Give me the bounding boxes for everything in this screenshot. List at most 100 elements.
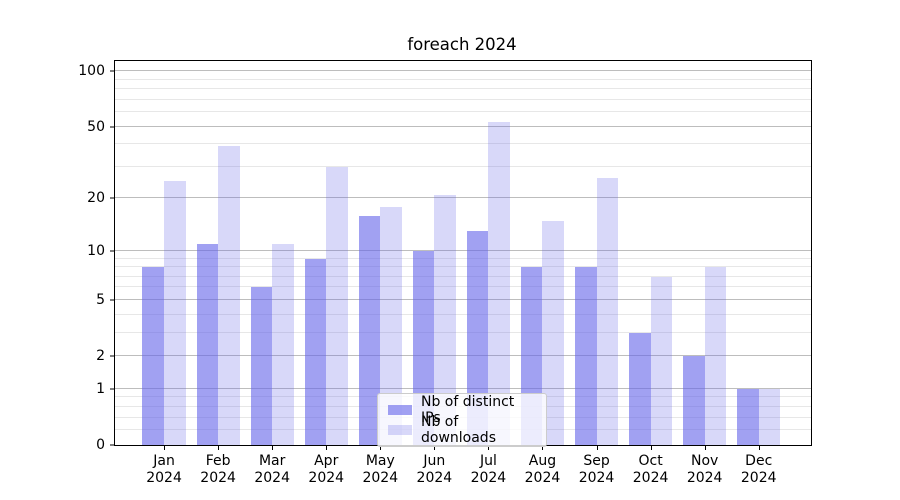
gridline-minor-9 [115, 257, 811, 259]
legend-swatch-downloads [388, 425, 412, 435]
xtick-label-month: Sep [583, 453, 610, 469]
legend-label-downloads: Nb of downloads [421, 414, 496, 446]
gridline-major-50 [115, 125, 811, 127]
xtick-label-jun: Jun 2024 [402, 453, 466, 487]
ytick-label-2: 2 [96, 348, 105, 365]
ytick-mark-0 [110, 444, 115, 446]
ytick-label-10: 10 [87, 242, 105, 259]
gridline-major-20 [115, 197, 811, 199]
ytick-label-1: 1 [96, 380, 105, 397]
bar-apr-downloads [326, 166, 348, 445]
gridline-minor-40 [115, 143, 811, 145]
xtick-label-jul: Jul 2024 [456, 453, 520, 487]
bar-mar-distinct-ips [250, 287, 273, 445]
xtick-mark-feb [218, 445, 220, 450]
xtick-label-month: Aug [528, 453, 557, 469]
gridline-minor-6 [115, 286, 811, 288]
xtick-label-sep: Sep 2024 [565, 453, 629, 487]
bar-apr-distinct-ips [304, 258, 327, 445]
ytick-label-100: 100 [78, 63, 105, 80]
ytick-mark-2 [110, 355, 115, 357]
xtick-label-month: Apr [314, 453, 339, 469]
xtick-label-feb: Feb 2024 [186, 453, 250, 487]
xtick-label-year: 2024 [524, 470, 561, 486]
xtick-mark-aug [542, 445, 544, 450]
xtick-label-jan: Jan 2024 [132, 453, 196, 487]
legend-swatch-distinct-ips [388, 405, 412, 415]
bar-jan-distinct-ips [142, 267, 165, 445]
gridline-major-1 [115, 387, 811, 389]
xtick-label-year: 2024 [254, 470, 290, 486]
xtick-label-year: 2024 [740, 470, 777, 486]
xtick-label-apr: Apr 2024 [294, 453, 358, 487]
xtick-mark-dec [758, 445, 760, 450]
bar-sep-distinct-ips [574, 267, 597, 445]
bar-oct-downloads [650, 276, 673, 445]
bar-feb-downloads [218, 146, 240, 445]
xtick-label-year: 2024 [308, 470, 345, 486]
xtick-mark-oct [650, 445, 652, 450]
xtick-mark-mar [272, 445, 274, 450]
xtick-label-aug: Aug 2024 [510, 453, 574, 487]
plot-area: 0 1 2 5 10 20 50 100 Jan 2024 Feb 2024 Mar 2024 Apr 202… [78, 60, 812, 486]
ytick-mark-10 [110, 250, 115, 252]
xtick-mark-apr [326, 445, 328, 450]
xtick-label-year: 2024 [578, 470, 615, 486]
xtick-mark-sep [596, 445, 598, 450]
gridline-major-2 [115, 355, 811, 357]
gridline-minor-7 [115, 275, 811, 277]
xtick-label-mar: Mar 2024 [240, 453, 304, 487]
bar-jul-downloads [488, 122, 510, 445]
bar-aug-downloads [542, 220, 565, 445]
bar-jul-distinct-ips [466, 231, 489, 445]
ytick-mark-20 [110, 197, 115, 199]
xtick-label-month: Mar [258, 453, 286, 469]
gridline-minor-30 [115, 165, 811, 167]
xtick-label-month: Feb [205, 453, 231, 469]
xtick-mark-jun [434, 445, 436, 450]
bar-dec-downloads [758, 388, 781, 445]
bar-sep-downloads [596, 178, 619, 445]
gridline-minor-60 [115, 111, 811, 113]
xtick-label-year: 2024 [362, 470, 399, 486]
bar-may-downloads [380, 206, 402, 445]
bar-jun-downloads [434, 194, 456, 445]
xtick-label-month: Dec [745, 453, 773, 469]
xtick-label-month: Oct [638, 453, 663, 469]
gridline-minor-3 [115, 331, 811, 333]
gridline-minor-70 [115, 98, 811, 100]
bar-nov-distinct-ips [683, 356, 705, 445]
gridline-major-10 [115, 249, 811, 251]
ytick-label-20: 20 [87, 190, 105, 207]
ytick-label-0: 0 [96, 437, 105, 453]
ytick-label-5: 5 [96, 291, 105, 308]
bar-oct-distinct-ips [629, 332, 651, 445]
xtick-label-month: Jun [423, 453, 446, 469]
xtick-label-may: May 2024 [348, 453, 412, 487]
gridline-minor-80 [115, 88, 811, 90]
gridline-minor-90 [115, 78, 811, 80]
legend-item-downloads: Nb of downloads [388, 414, 536, 446]
xtick-label-month: Nov [690, 453, 719, 469]
xtick-label-year: 2024 [686, 470, 723, 486]
xtick-label-year: 2024 [200, 470, 236, 486]
xtick-mark-nov [704, 445, 706, 450]
bar-nov-downloads [704, 267, 727, 445]
gridline-minor-8 [115, 266, 811, 268]
ytick-mark-1 [110, 388, 115, 390]
xtick-label-year: 2024 [470, 470, 507, 486]
gridline-minor-4 [115, 313, 811, 315]
legend-item-distinct-ips: Nb of distinct IPs [388, 394, 536, 426]
bar-jan-downloads [164, 181, 186, 445]
ytick-mark-50 [110, 126, 115, 128]
xtick-label-year: 2024 [146, 470, 182, 486]
xtick-label-month: Jan [153, 453, 175, 469]
xtick-mark-jul [488, 445, 490, 450]
legend: Nb of distinct IPs Nb of downloads [377, 393, 547, 447]
xtick-label-month: May [365, 453, 395, 469]
gridline-major-5 [115, 298, 811, 300]
ytick-mark-100 [110, 70, 115, 72]
legend-label-distinct-ips: Nb of distinct IPs [421, 394, 515, 426]
bar-dec-distinct-ips [737, 388, 759, 445]
